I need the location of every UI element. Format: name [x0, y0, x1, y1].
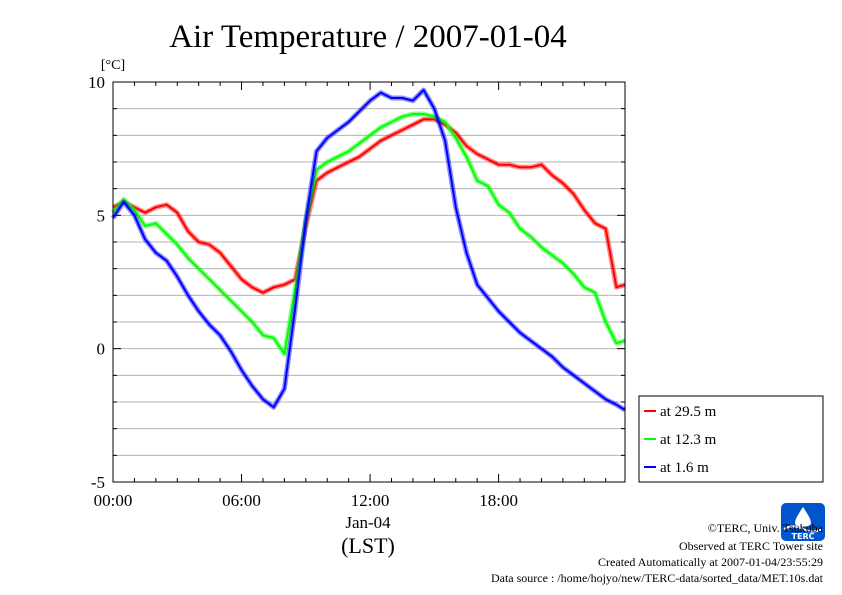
x-tick-label: 00:00: [94, 491, 133, 510]
x-date-label: Jan-04: [345, 513, 391, 532]
legend-label: at 12.3 m: [660, 432, 717, 448]
plot-area: [113, 82, 625, 482]
y-unit-label: [°C]: [101, 58, 125, 73]
y-tick-label: 10: [88, 73, 105, 92]
x-tick-label: 18:00: [479, 491, 518, 510]
legend-label: at 1.6 m: [660, 460, 709, 476]
series-line: [112, 118, 626, 294]
wave-icon: [783, 525, 823, 533]
series-line: [112, 113, 626, 355]
y-tick-label: 5: [97, 206, 106, 225]
terc-logo: TERC: [781, 503, 825, 541]
series-layer: [110, 87, 627, 413]
chart-title: Air Temperature / 2007-01-04: [169, 19, 567, 55]
legend-box: [638, 395, 824, 483]
legend: at 29.5 m at 12.3 m at 1.6 m: [638, 395, 824, 483]
credit-text: ©TERC, Univ. Tsukuba: [708, 521, 824, 535]
plot-frame: [112, 81, 626, 483]
x-tick-label: 12:00: [351, 491, 390, 510]
y-tick-labels: 10 5 0 -5: [88, 73, 105, 492]
y-tick-label: -5: [91, 473, 105, 492]
x-tick-labels: 00:00 06:00 12:00 18:00: [94, 491, 518, 510]
x-axis-label: (LST): [341, 533, 395, 558]
series-line: [112, 89, 626, 411]
terc-logo-text: TERC: [792, 532, 815, 541]
y-tick-label: 0: [97, 340, 106, 359]
legend-label: at 29.5 m: [660, 404, 717, 420]
site-text: Observed at TERC Tower site: [679, 539, 823, 553]
x-tick-label: 06:00: [222, 491, 261, 510]
source-text: Data source : /home/hojyo/new/TERC-data/…: [491, 571, 824, 585]
created-text: Created Automatically at 2007-01-04/23:5…: [598, 555, 823, 569]
water-drop-icon: [795, 507, 811, 527]
